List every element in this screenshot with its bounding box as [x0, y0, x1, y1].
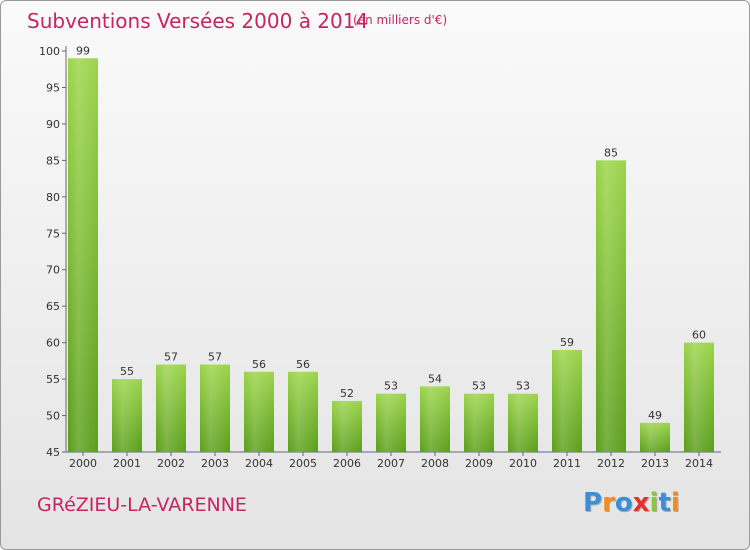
x-tick-label: 2012 — [597, 457, 625, 470]
chart-title: Subventions Versées 2000 à 2014 — [27, 9, 369, 33]
x-tick-label: 2005 — [289, 457, 317, 470]
logo-letter: P — [583, 488, 603, 518]
x-tick-label: 2006 — [333, 457, 361, 470]
commune-name: GRéZIEU-LA-VARENNE — [37, 494, 247, 516]
y-tick-label: 80 — [46, 191, 60, 204]
y-tick-label: 60 — [46, 337, 60, 350]
logo-letter: o — [614, 488, 633, 518]
bar-value-label: 60 — [692, 329, 706, 342]
bar-highlight — [376, 393, 406, 452]
bar-highlight — [156, 364, 186, 452]
bar-highlight — [244, 371, 274, 452]
y-tick-label: 50 — [46, 410, 60, 423]
bar-highlight — [420, 386, 450, 452]
bar-value-label: 53 — [516, 380, 530, 393]
bar-value-label: 53 — [384, 380, 398, 393]
bar-highlight — [200, 364, 230, 452]
y-tick-label: 75 — [46, 227, 60, 240]
bar-value-label: 99 — [76, 44, 90, 57]
x-tick-label: 2004 — [245, 457, 273, 470]
bar-highlight — [552, 349, 582, 452]
bar-value-label: 53 — [472, 380, 486, 393]
bar-highlight — [684, 342, 714, 452]
bar-value-label: 54 — [428, 372, 442, 385]
bar-value-label: 57 — [208, 351, 222, 364]
y-tick-label: 70 — [46, 264, 60, 277]
x-tick-label: 2010 — [509, 457, 537, 470]
logo-letter: i — [670, 488, 680, 518]
bar-value-label: 49 — [648, 409, 662, 422]
y-tick-label: 65 — [46, 300, 60, 313]
x-tick-label: 2000 — [69, 457, 97, 470]
y-tick-label: 55 — [46, 373, 60, 386]
y-tick-label: 90 — [46, 118, 60, 131]
y-tick-label: 100 — [39, 45, 60, 58]
bar-highlight — [332, 400, 362, 452]
x-tick-label: 2001 — [113, 457, 141, 470]
bar-value-label: 56 — [252, 358, 266, 371]
x-tick-label: 2011 — [553, 457, 581, 470]
y-tick-label: 85 — [46, 154, 60, 167]
y-tick-label: 95 — [46, 81, 60, 94]
bar-highlight — [596, 160, 626, 452]
logo-letter: i — [649, 488, 659, 518]
y-tick-label: 45 — [46, 446, 60, 459]
proxiti-logo[interactable]: Proxiti — [583, 488, 680, 518]
bar-highlight — [112, 379, 142, 452]
x-tick-label: 2008 — [421, 457, 449, 470]
x-tick-label: 2002 — [157, 457, 185, 470]
x-tick-label: 2003 — [201, 457, 229, 470]
chart-unit-note: (en milliers d'€) — [353, 13, 448, 27]
logo-letter: x — [632, 488, 650, 518]
x-tick-label: 2014 — [685, 457, 713, 470]
bar-value-label: 55 — [120, 365, 134, 378]
bar-value-label: 56 — [296, 358, 310, 371]
bar-highlight — [640, 422, 670, 452]
bar-highlight — [508, 393, 538, 452]
x-tick-label: 2009 — [465, 457, 493, 470]
bar-value-label: 57 — [164, 351, 178, 364]
bar-highlight — [68, 58, 98, 453]
x-tick-label: 2013 — [641, 457, 669, 470]
bar-value-label: 52 — [340, 387, 354, 400]
bar-highlight — [288, 371, 318, 452]
logo-letter: r — [602, 488, 615, 518]
logo-letter: t — [658, 488, 671, 518]
bar-value-label: 59 — [560, 336, 574, 349]
bar-value-label: 85 — [604, 146, 618, 159]
bar-highlight — [464, 393, 494, 452]
x-tick-label: 2007 — [377, 457, 405, 470]
